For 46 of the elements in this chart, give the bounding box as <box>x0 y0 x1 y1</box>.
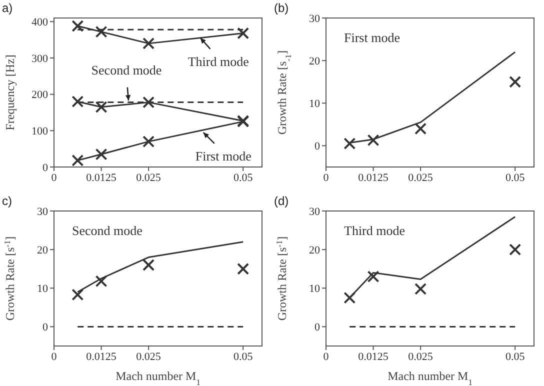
y-tick-label: 300 <box>32 52 48 65</box>
y-tick-label: 20 <box>37 244 48 256</box>
y-tick-label: 200 <box>32 89 48 102</box>
annotation: First mode <box>344 30 400 45</box>
y-tick-label: 0 <box>42 162 48 174</box>
y-tick-label: 400 <box>32 16 48 29</box>
x-tick-label: 0 <box>323 350 330 363</box>
x-tick-label: 0.0125 <box>86 350 117 363</box>
annotation: Third mode <box>188 54 250 69</box>
y-tick-label: 10 <box>309 98 320 110</box>
annotation: Third mode <box>344 223 406 238</box>
annotation: First mode <box>195 148 252 164</box>
x-tick-label: 0.025 <box>136 350 162 363</box>
x-tick-label: 0.0125 <box>358 350 389 363</box>
x-tick-label: 0 <box>323 172 330 184</box>
x-tick-label: 0 <box>51 172 58 184</box>
x-tick-label: 0.025 <box>408 172 434 184</box>
chart-title: (b) <box>274 1 289 15</box>
x-axis-title: Mach number M$_{1}$ <box>116 369 200 386</box>
x-tick-label: 0.05 <box>233 172 254 184</box>
y-tick-label: 0 <box>314 140 320 153</box>
y-tick-label: 0 <box>314 322 320 334</box>
y-tick-label: 30 <box>309 206 320 218</box>
y-tick-label: 100 <box>32 126 48 138</box>
y-axis-title: Frequency [Hz] <box>3 54 17 130</box>
annotation: Second mode <box>72 223 143 238</box>
x-tick-label: 0.05 <box>505 350 526 363</box>
x-tick-label: 0.0125 <box>86 172 117 184</box>
y-tick-label: 10 <box>37 283 48 296</box>
chart-title: a) <box>2 1 13 15</box>
x-tick-label: 0.05 <box>233 350 254 363</box>
x-tick-label: 0 <box>51 350 58 363</box>
x-axis-title: Mach number M$_{1}$ <box>388 369 472 386</box>
x-tick-label: 0.025 <box>408 350 434 363</box>
y-tick-label: 20 <box>309 55 320 68</box>
y-tick-label: 30 <box>309 12 320 25</box>
x-tick-label: 0.0125 <box>358 172 389 184</box>
x-tick-label: 0.05 <box>505 172 526 184</box>
y-tick-label: 30 <box>37 206 48 218</box>
y-tick-label: 20 <box>309 244 320 256</box>
chart-title: (d) <box>274 194 289 208</box>
y-tick-label: 0 <box>42 322 48 334</box>
y-tick-label: 10 <box>309 283 320 296</box>
chart-title: c) <box>2 194 12 208</box>
annotation: Second mode <box>91 62 162 78</box>
x-tick-label: 0.025 <box>136 172 162 184</box>
